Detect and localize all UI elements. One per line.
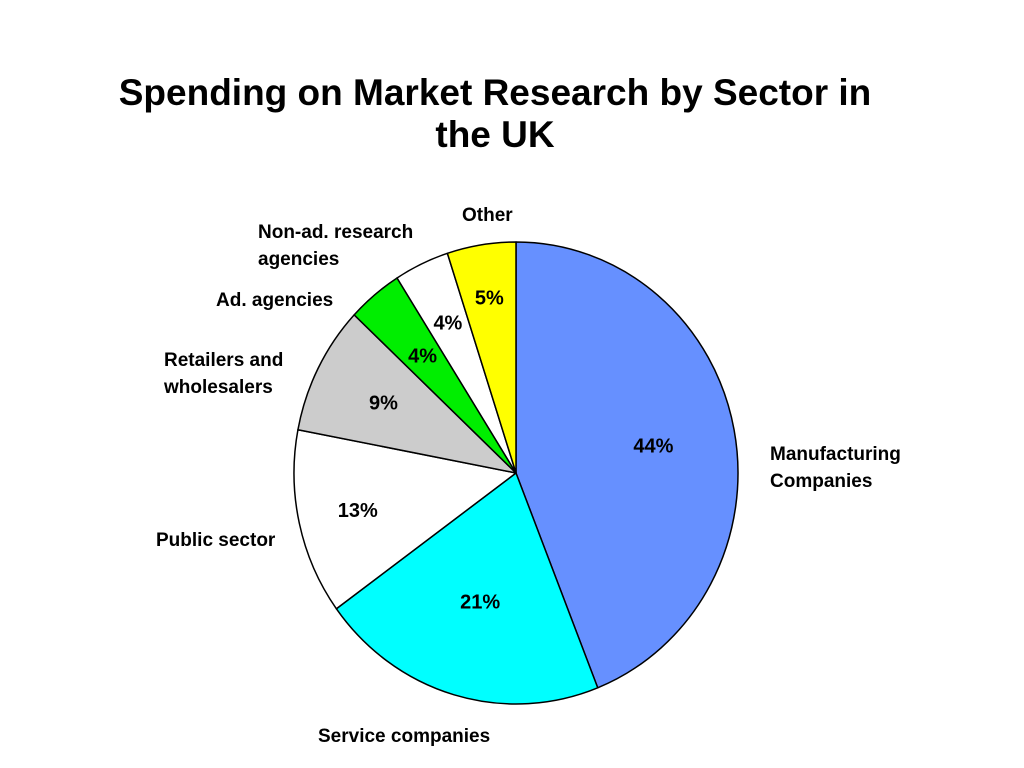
- category-label-6-line-0: Other: [462, 205, 513, 226]
- pie-slice-2: [293, 428, 517, 610]
- pie-slice-value-label-3: 9%: [369, 393, 398, 415]
- pie-slice-value-label-5: 4%: [433, 313, 462, 335]
- category-label-3-line-0: Retailers and: [164, 350, 284, 371]
- pie-slice-6: [446, 241, 517, 474]
- category-label-5-line-0: Non-ad. research: [258, 222, 414, 243]
- pie-slice-value-label-4: 4%: [408, 346, 437, 368]
- category-label-5: Non-ad. research agencies: [258, 219, 413, 273]
- pie-slice-1: [335, 472, 599, 705]
- category-label-1-line-0: Service companies: [318, 726, 491, 747]
- pie-slice-3: [297, 314, 517, 474]
- category-label-3-line-1: wholesalers: [164, 377, 273, 398]
- pie-slice-0: [515, 241, 739, 689]
- pie-slice-value-label-2: 13%: [338, 500, 378, 522]
- category-label-2-line-0: Public sector: [156, 530, 276, 551]
- chart-title-line-1: Spending on Market Research by Sector in: [118, 72, 872, 113]
- category-label-2: Public sector: [156, 527, 275, 554]
- chart-title: Spending on Market Research by Sector in…: [80, 72, 910, 156]
- category-label-0-line-1: Companies: [770, 471, 873, 492]
- category-label-5-line-1: agencies: [258, 249, 340, 270]
- pie-slice-value-label-6: 5%: [475, 287, 504, 309]
- category-label-3: Retailers and wholesalers: [164, 347, 283, 401]
- pie-slice-value-label-1: 21%: [460, 592, 500, 614]
- pie-slice-value-label-0: 44%: [633, 436, 673, 458]
- category-label-1: Service companies: [318, 723, 490, 750]
- category-label-4-line-0: Ad. agencies: [216, 290, 334, 311]
- category-label-6: Other: [462, 202, 513, 229]
- category-label-0: Manufacturing Companies: [770, 441, 901, 495]
- category-label-4: Ad. agencies: [216, 287, 333, 314]
- category-label-0-line-0: Manufacturing: [770, 444, 901, 465]
- chart-title-line-2: the UK: [435, 113, 555, 155]
